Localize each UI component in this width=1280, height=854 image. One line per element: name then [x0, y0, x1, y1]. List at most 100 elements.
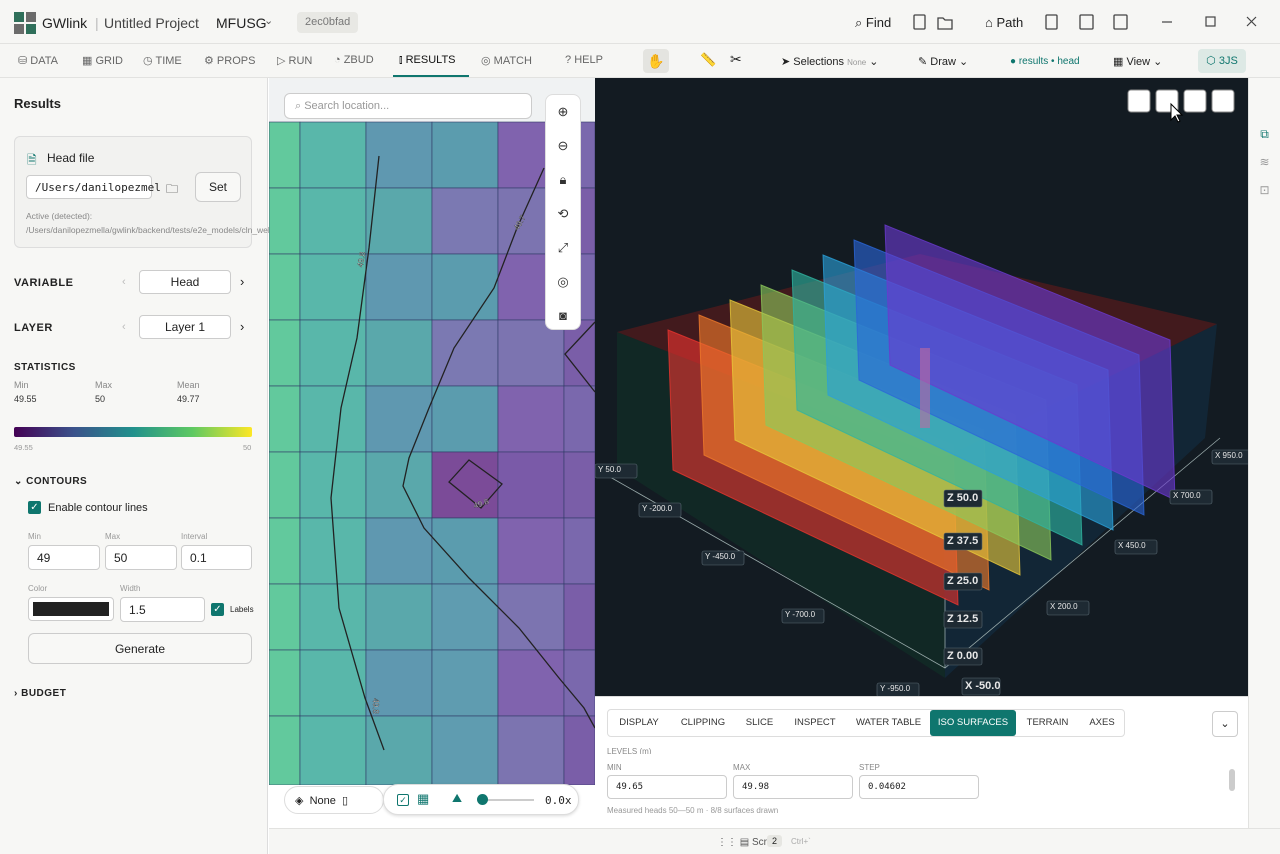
- contour-checkbox[interactable]: ✓: [28, 501, 41, 514]
- find-button[interactable]: ⌕ Find: [855, 15, 892, 30]
- next-layer[interactable]: ›: [240, 319, 245, 334]
- grid-cell: [365, 451, 433, 519]
- axis-label-box: [943, 572, 983, 591]
- viewer-tab[interactable]: CLIPPING: [680, 717, 726, 728]
- grid-cell: [497, 517, 565, 585]
- axis-label-box: [1169, 489, 1213, 505]
- engine-toggle[interactable]: ⬡ 3JS: [1198, 49, 1246, 73]
- interval-label: Interval: [181, 532, 208, 541]
- menu-tab[interactable]: ⫾ RESULTS: [399, 54, 456, 66]
- collapse-button[interactable]: ⌄: [1212, 711, 1238, 737]
- prev-layer[interactable]: ‹: [122, 321, 126, 333]
- viewer-tab[interactable]: SLICE: [745, 717, 774, 728]
- model-select[interactable]: MFUSG: [216, 15, 267, 31]
- draw-label: Draw: [930, 56, 956, 68]
- menu-tab[interactable]: ◔ ZBUD: [334, 54, 374, 66]
- prev-variable[interactable]: ‹: [122, 276, 126, 288]
- menu-tab[interactable]: ? HELP: [565, 54, 603, 66]
- budget-header[interactable]: › BUDGET: [14, 688, 67, 699]
- enable-contours-label: Enable contour lines: [48, 502, 148, 514]
- menu-tab[interactable]: ◷ TIME: [143, 55, 182, 67]
- browse-button[interactable]: 🗀: [166, 182, 179, 196]
- contour-label: 49.8: [356, 251, 368, 268]
- contours-header[interactable]: ⌄ CONTOURS: [14, 476, 88, 487]
- viewer-tab[interactable]: DISPLAY: [619, 717, 659, 728]
- next-variable[interactable]: ›: [240, 274, 245, 289]
- min-input[interactable]: 49: [28, 545, 100, 570]
- stat-min: 49.55: [14, 394, 37, 404]
- map-tools[interactable]: ⊕ ⊖ 🔒︎ ⟲ ⤢ ◎ ◙: [545, 94, 581, 330]
- grid-cell: [299, 385, 367, 453]
- viewer-tab[interactable]: WATER TABLE: [855, 717, 922, 728]
- view-menu[interactable]: ▦ View ⌄: [1113, 56, 1163, 68]
- menu-tab[interactable]: ⛁ DATA: [18, 55, 58, 67]
- axis-labels: Y 50.0 Y -200.0 Y -450.0 Y -700.0 Y -950.0 X …: [595, 449, 1248, 696]
- colorbar-max: 50: [243, 443, 252, 452]
- script-button[interactable]: ⋮⋮ ▤ Script: [717, 837, 778, 848]
- width-input[interactable]: 1.5: [120, 597, 205, 622]
- search-box[interactable]: ⌕ Search location...: [284, 93, 532, 119]
- hash-badge: 2ec0bfad: [297, 12, 359, 33]
- basemap-select[interactable]: ◈ None ▯: [284, 786, 384, 814]
- path-button[interactable]: ⌂ Path: [985, 15, 1024, 30]
- draw-menu[interactable]: ✎ Draw ⌄: [918, 56, 969, 68]
- selections-menu[interactable]: ➤ Selections None ⌄: [781, 56, 879, 68]
- results-tag[interactable]: ● results • head: [1010, 56, 1080, 67]
- grid-cell: [431, 583, 499, 651]
- axis-label-box: [1114, 539, 1158, 555]
- terrain-icon[interactable]: ⛰: [452, 791, 463, 805]
- pan-tool[interactable]: ✋: [643, 49, 669, 73]
- interval-input[interactable]: 0.1: [181, 545, 252, 570]
- axis-label: X 200.0: [1050, 602, 1078, 611]
- menu-tab-label: RUN: [288, 55, 313, 67]
- min-label: Min: [28, 532, 41, 541]
- cursor: [1170, 102, 1184, 123]
- menu-tab[interactable]: ◎ MATCH: [481, 55, 532, 67]
- levels-min-label: MIN: [607, 763, 622, 772]
- head-file-card: 🗎 Head file /Users/danilopezmel 🗀 Set Ac…: [14, 136, 348, 248]
- set-button[interactable]: Set: [195, 172, 241, 202]
- scrollbar[interactable]: [1229, 769, 1235, 791]
- levels-max[interactable]: 49.98: [733, 775, 853, 799]
- axis-label: Z 0.00: [947, 650, 978, 662]
- right-sidebar[interactable]: ⧉ ≋ ⊡: [1248, 78, 1280, 828]
- grid-toggle[interactable]: ✓: [397, 794, 409, 806]
- menu-tab-label: ZBUD: [343, 54, 374, 66]
- head-file-path[interactable]: /Users/danilopezmel: [26, 175, 161, 199]
- speed-slider[interactable]: [482, 799, 534, 801]
- levels-min[interactable]: 49.65: [607, 775, 727, 799]
- viewer-tab[interactable]: AXES: [1089, 717, 1115, 728]
- layer-select[interactable]: Layer 1: [139, 315, 231, 339]
- grid-cell: [431, 715, 499, 786]
- viewer-tab[interactable]: ISO SURFACES: [930, 710, 1016, 736]
- variable-select[interactable]: Head: [139, 270, 231, 294]
- slider-handle[interactable]: [477, 794, 488, 805]
- contour-lines: [330, 155, 595, 751]
- levels-step[interactable]: 0.04602: [859, 775, 979, 799]
- axis-label: Z 25.0: [947, 575, 978, 587]
- max-input[interactable]: 50: [105, 545, 177, 570]
- grid-cell: [497, 319, 565, 387]
- cut-tool[interactable]: ✂: [730, 51, 742, 67]
- menu-tab[interactable]: ⚙ PROPS: [204, 55, 256, 67]
- measure-tool[interactable]: 📏: [700, 52, 717, 67]
- generate-button[interactable]: Generate: [28, 633, 252, 664]
- grid-cell: [563, 319, 595, 387]
- selections-value: None: [847, 58, 867, 67]
- menu-tab[interactable]: ▦ GRID: [82, 55, 123, 67]
- menu-tab[interactable]: ▷ RUN: [277, 55, 313, 67]
- grid-cell: [299, 649, 367, 717]
- window-controls[interactable]: [1160, 14, 1260, 30]
- viewer-tab[interactable]: INSPECT: [794, 717, 836, 728]
- variable-label: VARIABLE: [14, 277, 74, 289]
- viewer-tab[interactable]: TERRAIN: [1026, 717, 1069, 728]
- project-name[interactable]: Untitled Project: [104, 15, 199, 31]
- map-controls: ✓ ▦ ⛰ 0.0x: [383, 784, 579, 815]
- color-picker[interactable]: [28, 597, 114, 621]
- left-panel: Results 🗎 Head file /Users/danilopezmel …: [0, 78, 348, 854]
- grid-cell: [269, 517, 301, 585]
- viewer-tools[interactable]: [1127, 89, 1235, 113]
- contour-label: 49.8: [371, 698, 380, 714]
- labels-checkbox[interactable]: ✓: [211, 603, 224, 616]
